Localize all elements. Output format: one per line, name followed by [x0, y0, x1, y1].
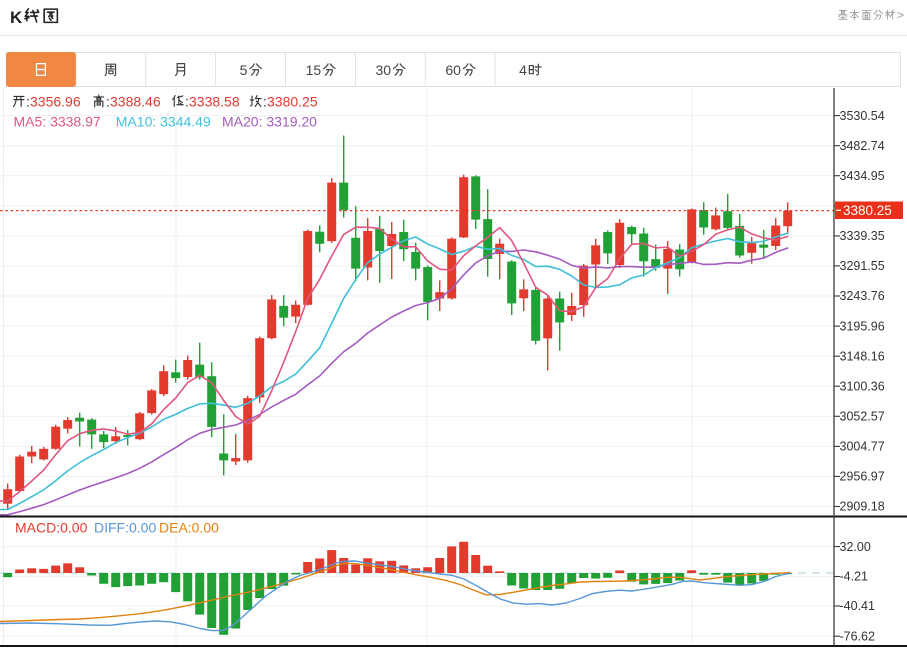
svg-text:3291.55: 3291.55	[840, 259, 885, 273]
svg-text::: :	[106, 94, 110, 110]
svg-text:32.00: 32.00	[840, 540, 871, 554]
svg-text:3100.36: 3100.36	[840, 379, 885, 393]
svg-text:MACD:0.00: MACD:0.00	[15, 520, 88, 536]
svg-text:4: 4	[519, 62, 527, 78]
svg-text:3339.35: 3339.35	[840, 229, 885, 243]
svg-text:2909.18: 2909.18	[840, 500, 885, 514]
svg-text:3380.25: 3380.25	[843, 203, 892, 218]
svg-text:>: >	[897, 8, 904, 22]
svg-text:MA5: 3338.97: MA5: 3338.97	[14, 114, 101, 130]
svg-text:30: 30	[376, 62, 392, 78]
svg-text:3388.46: 3388.46	[110, 94, 161, 110]
svg-text:3052.57: 3052.57	[840, 410, 885, 424]
svg-text:3380.25: 3380.25	[267, 94, 318, 110]
svg-text:3195.96: 3195.96	[840, 319, 885, 333]
svg-text::: :	[263, 94, 267, 110]
svg-text:3338.58: 3338.58	[189, 94, 240, 110]
svg-text:K: K	[10, 8, 23, 27]
svg-text::: :	[26, 94, 30, 110]
svg-text:3482.74: 3482.74	[840, 139, 885, 153]
svg-text:DEA:0.00: DEA:0.00	[159, 520, 219, 536]
svg-text:3004.77: 3004.77	[840, 440, 885, 454]
svg-text:-4.21: -4.21	[840, 570, 869, 584]
svg-text:3148.16: 3148.16	[840, 349, 885, 363]
svg-text:DIFF:0.00: DIFF:0.00	[94, 520, 156, 536]
svg-text:2956.97: 2956.97	[840, 470, 885, 484]
svg-text:3243.76: 3243.76	[840, 289, 885, 303]
svg-text:15: 15	[306, 62, 322, 78]
svg-text:3434.95: 3434.95	[840, 169, 885, 183]
svg-text:-76.62: -76.62	[840, 629, 875, 643]
svg-text:MA20: 3319.20: MA20: 3319.20	[222, 114, 317, 130]
svg-text:-40.41: -40.41	[840, 599, 875, 613]
svg-text:3356.96: 3356.96	[30, 94, 81, 110]
svg-text:5: 5	[240, 62, 248, 78]
svg-text:60: 60	[445, 62, 461, 78]
svg-text:MA10: 3344.49: MA10: 3344.49	[116, 114, 211, 130]
svg-text::: :	[185, 94, 189, 110]
svg-text:3530.54: 3530.54	[840, 109, 885, 123]
